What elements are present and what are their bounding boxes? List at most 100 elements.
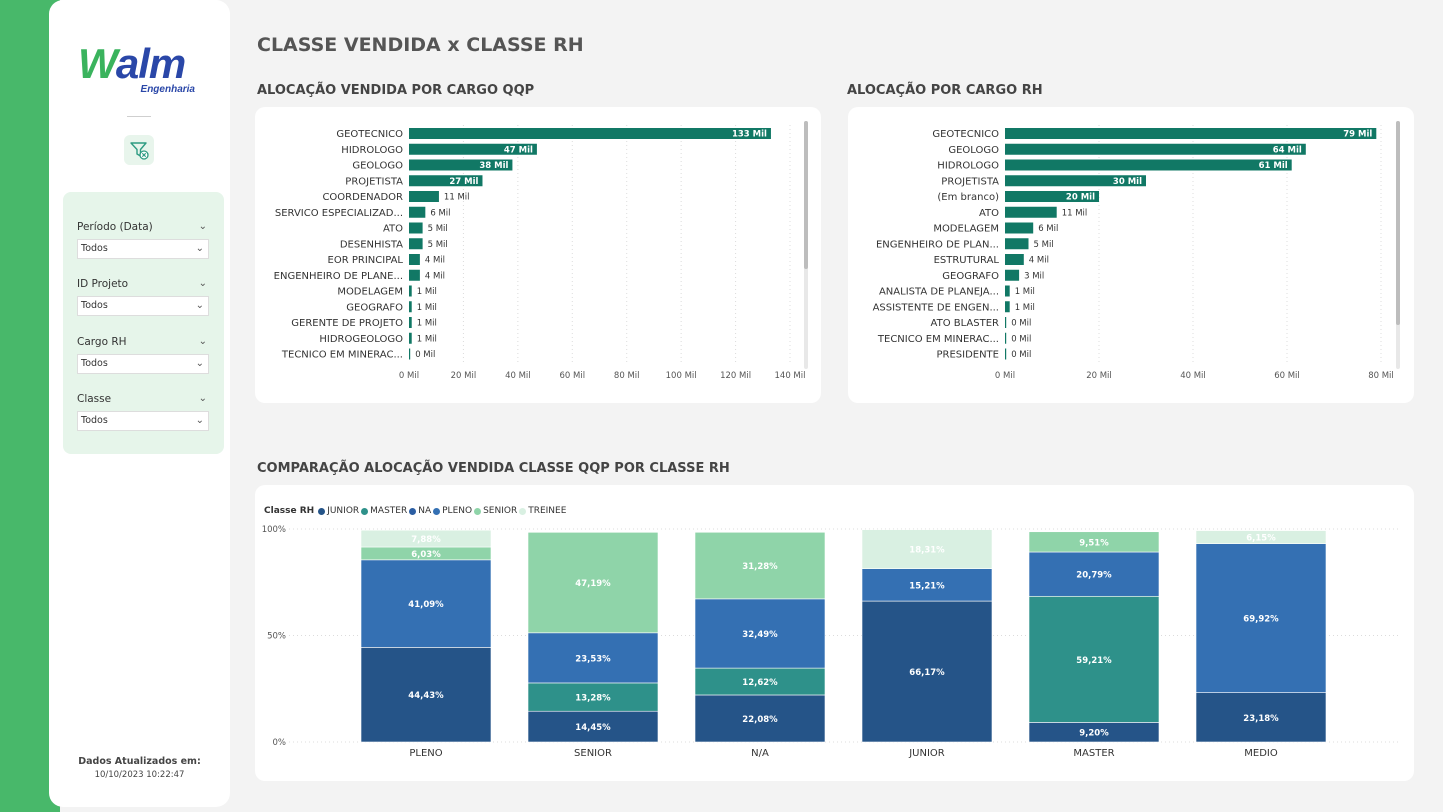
category-label: ATO [383, 224, 403, 235]
category-label: GEOGRAFO [346, 302, 403, 313]
chevron-down-icon[interactable]: ⌄ [198, 278, 207, 289]
y-tick-label: 50% [267, 632, 286, 642]
data-label: 20 Mil [1066, 193, 1095, 203]
stacked-segment [360, 529, 492, 548]
category-label: SERVICO ESPECIALIZAD... [275, 208, 403, 219]
filter-id-projeto-value: Todos [81, 300, 108, 311]
bar [409, 128, 771, 139]
stacked-segment [527, 532, 659, 634]
category-label: MODELAGEM [933, 224, 999, 235]
bar [409, 269, 420, 281]
category-label: COORDENADOR [322, 192, 403, 203]
data-label: 61 Mil [1259, 161, 1288, 171]
stacked-segment [694, 531, 826, 600]
filter-classe-label: Classe [77, 393, 112, 405]
category-label: MODELAGEM [337, 287, 403, 298]
legend-item-master[interactable]: MASTER [361, 506, 407, 516]
stacked-segment [527, 710, 659, 743]
category-label: PLENO [409, 748, 442, 759]
data-label: 9,20% [1079, 729, 1109, 739]
category-label: PRESIDENTE [936, 350, 999, 361]
data-label: 133 Mil [732, 130, 767, 140]
legend-label: PLENO [442, 506, 473, 516]
stacked-segment [360, 647, 492, 743]
x-tick-label: 100 Mil [666, 371, 697, 381]
chevron-down-icon: ⌄ [195, 300, 204, 311]
category-label: MEDIO [1244, 748, 1278, 759]
x-tick-label: 0 Mil [995, 371, 1015, 381]
category-label: GEOLOGO [948, 145, 999, 156]
data-label: 23,18% [1243, 714, 1279, 724]
clear-filters-button[interactable] [124, 135, 154, 165]
data-label: 66,17% [909, 668, 945, 678]
bar [409, 285, 412, 297]
category-label: HIDROLOGO [341, 145, 403, 156]
data-label: 47,19% [575, 579, 611, 589]
chevron-down-icon: ⌄ [195, 358, 204, 369]
chevron-down-icon[interactable]: ⌄ [198, 221, 207, 232]
bar [409, 159, 513, 171]
data-label: 44,43% [408, 691, 444, 701]
filter-id-projeto-header[interactable]: ID Projeto ⌄ [77, 276, 209, 292]
data-label: 79 Mil [1343, 130, 1372, 140]
legend-item-junior[interactable]: JUNIOR [318, 506, 359, 516]
legend-item-pleno[interactable]: PLENO [433, 506, 472, 516]
chevron-down-icon[interactable]: ⌄ [198, 336, 207, 347]
filter-classe-header[interactable]: Classe ⌄ [77, 391, 209, 407]
y-tick-label: 100% [262, 525, 286, 535]
category-label: GEOLOGO [352, 161, 403, 172]
filter-periodo-label: Período (Data) [77, 221, 153, 233]
updated-label: Dados Atualizados em: [78, 756, 201, 767]
bar [1005, 348, 1007, 360]
right-chart-scrollbar[interactable] [1396, 121, 1400, 369]
filter-periodo-select[interactable]: Todos ⌄ [77, 239, 209, 259]
filter-cargo-rh: Cargo RH ⌄ Todos ⌄ [77, 334, 209, 374]
logo-w: W [78, 40, 117, 87]
filter-cargo-rh-value: Todos [81, 358, 108, 369]
data-label: 13,28% [575, 694, 611, 704]
chevron-down-icon[interactable]: ⌄ [198, 393, 207, 404]
stacked-segment [1028, 595, 1160, 723]
company-logo: Walm Engenharia [78, 40, 203, 100]
left-chart-scrollbar[interactable] [804, 121, 808, 369]
legend-item-senior[interactable]: SENIOR [474, 506, 517, 516]
stacked-bar-chart: 100% 50% 0% 44,43% 41,09% 6,03% 7,88% PLENO 14,4… [262, 525, 1401, 759]
filter-id-projeto: ID Projeto ⌄ Todos ⌄ [77, 276, 209, 316]
filter-panel: Período (Data) ⌄ Todos ⌄ ID Projeto ⌄ Todos… [63, 192, 224, 454]
right-bar-chart: 0 Mil 20 Mil 40 Mil 60 Mil 80 Mil GEOTECNICO 7… [873, 125, 1394, 381]
filter-periodo-header[interactable]: Período (Data) ⌄ [77, 219, 209, 235]
bar [1005, 269, 1020, 281]
data-label: 4 Mil [425, 271, 445, 281]
bar [1005, 222, 1034, 234]
data-label: 1 Mil [417, 287, 437, 297]
data-label: 6 Mil [430, 208, 450, 218]
data-label: 59,21% [1076, 656, 1112, 666]
bar [409, 143, 537, 155]
filter-classe-select[interactable]: Todos ⌄ [77, 411, 209, 431]
bar [409, 317, 412, 328]
data-label: 6,15% [1246, 534, 1276, 544]
bar [1005, 128, 1377, 139]
filter-periodo-value: Todos [81, 243, 108, 254]
filter-id-projeto-select[interactable]: Todos ⌄ [77, 296, 209, 316]
bar [409, 175, 483, 187]
sidebar: Walm Engenharia Período (Data) ⌄ Todos ⌄ I… [49, 0, 230, 807]
legend-item-na[interactable]: NA [409, 506, 431, 516]
category-label: SENIOR [574, 748, 612, 759]
category-label: ENGENHEIRO DE PLAN... [876, 239, 999, 250]
category-label: PROJETISTA [345, 176, 403, 187]
filter-cargo-rh-select[interactable]: Todos ⌄ [77, 354, 209, 374]
data-label: 6 Mil [1038, 224, 1058, 234]
filter-id-projeto-label: ID Projeto [77, 278, 129, 290]
data-label: 5 Mil [1034, 240, 1054, 250]
x-tick-label: 0 Mil [399, 371, 419, 381]
filter-cargo-rh-header[interactable]: Cargo RH ⌄ [77, 334, 209, 350]
bottom-chart-card: Classe RH JUNIOR MASTER NA PLENO SENIOR … [255, 485, 1414, 781]
data-label: 0 Mil [415, 350, 435, 360]
legend-label: JUNIOR [327, 506, 360, 516]
legend-label: MASTER [370, 506, 408, 516]
bar [409, 191, 439, 202]
legend-item-treinee[interactable]: TREINEE [519, 506, 566, 516]
stacked-segment [1028, 531, 1160, 553]
category-label: ASSISTENTE DE ENGEN... [873, 302, 999, 313]
